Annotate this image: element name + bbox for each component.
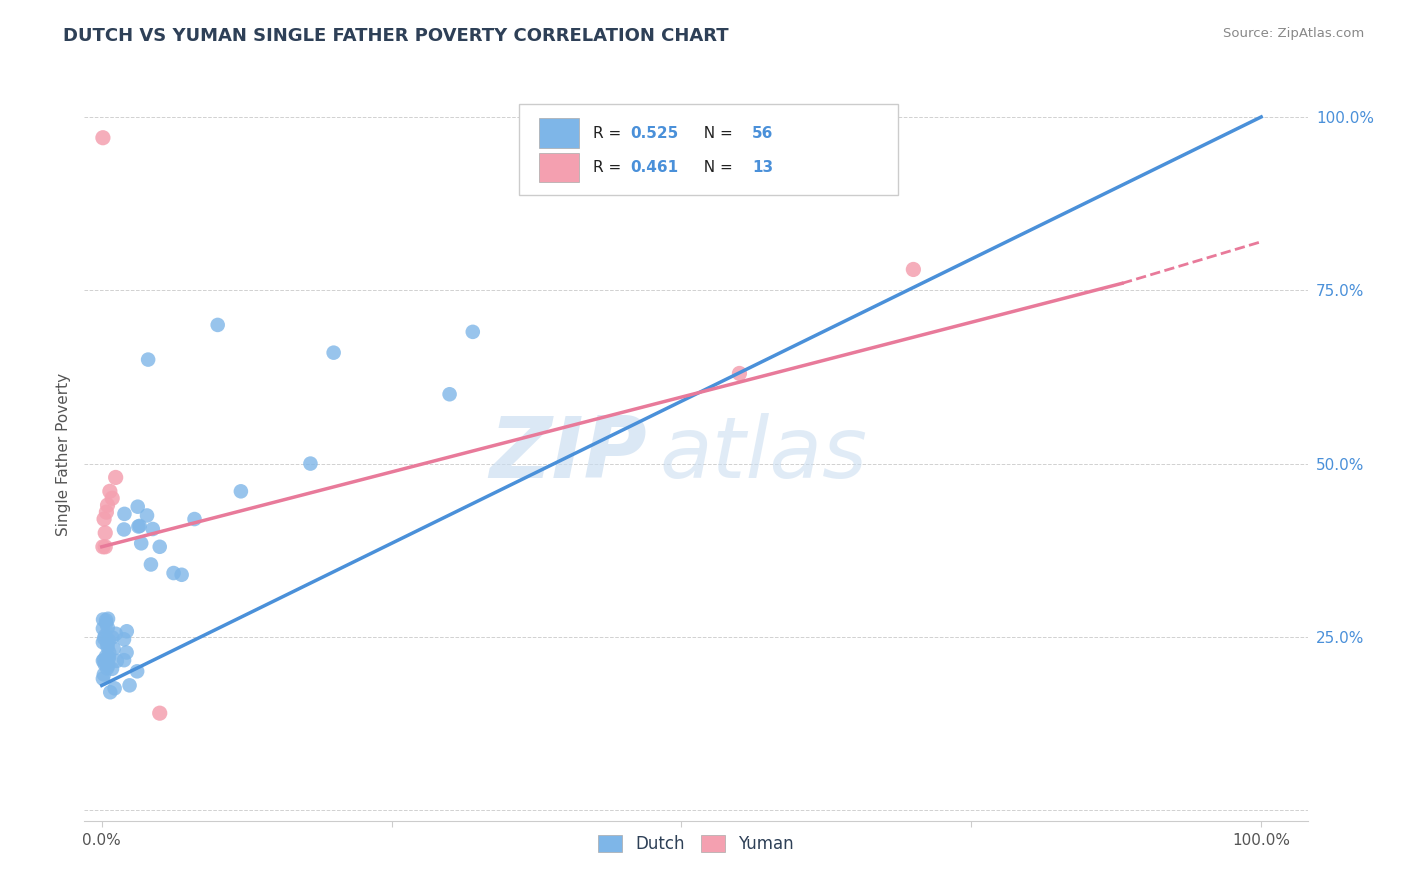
Point xyxy=(101,662,124,676)
Point xyxy=(183,512,205,526)
Point xyxy=(461,325,484,339)
Point xyxy=(162,566,184,580)
Point xyxy=(94,613,117,627)
Point xyxy=(91,613,114,627)
Point xyxy=(96,637,118,651)
Point xyxy=(91,130,114,145)
Point xyxy=(104,681,127,696)
Text: 13: 13 xyxy=(752,160,773,175)
Point xyxy=(96,616,118,631)
Point xyxy=(229,484,252,499)
Point xyxy=(91,540,114,554)
Point xyxy=(98,685,121,699)
Point xyxy=(136,352,159,367)
Point xyxy=(97,650,120,665)
Text: atlas: atlas xyxy=(659,413,868,497)
Point xyxy=(93,653,115,667)
Point xyxy=(105,654,128,668)
Point xyxy=(129,536,152,550)
Point xyxy=(97,621,120,635)
Point xyxy=(94,540,117,554)
Point xyxy=(94,629,117,643)
Point xyxy=(96,498,118,512)
Point xyxy=(101,491,124,506)
Point xyxy=(118,678,141,692)
Point xyxy=(136,508,159,523)
Point xyxy=(728,367,751,381)
Point xyxy=(97,612,120,626)
Point xyxy=(94,649,117,664)
Point xyxy=(207,318,229,332)
Point xyxy=(112,523,135,537)
Point xyxy=(112,653,135,667)
Point xyxy=(97,633,120,648)
Point xyxy=(127,665,149,679)
Point xyxy=(91,635,114,649)
Text: ZIP: ZIP xyxy=(489,413,647,497)
Point xyxy=(98,645,121,659)
Point xyxy=(96,661,118,675)
Point xyxy=(115,624,138,639)
Point xyxy=(903,262,925,277)
Point xyxy=(149,540,172,554)
Point xyxy=(96,505,118,519)
Text: R =: R = xyxy=(593,160,626,175)
Point xyxy=(103,641,125,656)
Point xyxy=(127,500,149,514)
Text: 0.461: 0.461 xyxy=(630,160,678,175)
Point xyxy=(93,632,115,646)
Y-axis label: Single Father Poverty: Single Father Poverty xyxy=(56,374,72,536)
Text: N =: N = xyxy=(693,160,737,175)
Point xyxy=(91,622,114,636)
Point xyxy=(114,507,136,521)
Point xyxy=(139,558,162,572)
Text: 0.525: 0.525 xyxy=(630,126,678,141)
Point xyxy=(104,470,127,484)
Point xyxy=(299,457,322,471)
Point xyxy=(98,484,121,499)
Point xyxy=(97,650,120,665)
Point xyxy=(112,632,135,647)
Point xyxy=(149,706,172,721)
Text: DUTCH VS YUMAN SINGLE FATHER POVERTY CORRELATION CHART: DUTCH VS YUMAN SINGLE FATHER POVERTY COR… xyxy=(63,27,728,45)
Point xyxy=(97,640,120,655)
FancyBboxPatch shape xyxy=(519,103,898,195)
Legend: Dutch, Yuman: Dutch, Yuman xyxy=(592,829,800,860)
Point xyxy=(93,512,115,526)
Point xyxy=(91,654,114,668)
Point xyxy=(94,525,117,540)
FancyBboxPatch shape xyxy=(540,153,578,182)
Point xyxy=(439,387,461,401)
Point xyxy=(322,345,344,359)
Text: Source: ZipAtlas.com: Source: ZipAtlas.com xyxy=(1223,27,1364,40)
Text: 56: 56 xyxy=(752,126,773,141)
Point xyxy=(104,626,127,640)
Point xyxy=(93,657,115,672)
Point xyxy=(142,522,165,536)
Point xyxy=(115,646,138,660)
Point xyxy=(101,631,124,645)
Text: N =: N = xyxy=(693,126,737,141)
Point xyxy=(97,658,120,673)
Point xyxy=(128,519,150,533)
FancyBboxPatch shape xyxy=(540,119,578,148)
Point xyxy=(93,667,115,681)
Point xyxy=(91,672,114,686)
Text: R =: R = xyxy=(593,126,626,141)
Point xyxy=(127,519,149,533)
Point xyxy=(170,567,193,582)
